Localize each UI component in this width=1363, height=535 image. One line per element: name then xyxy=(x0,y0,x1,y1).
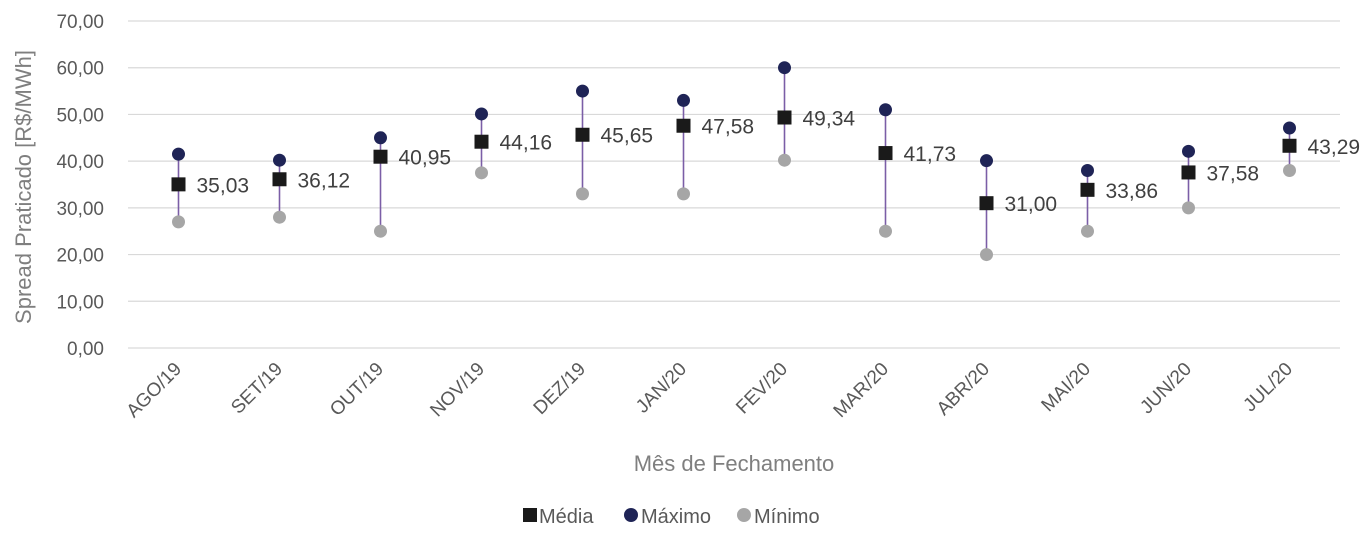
media-point xyxy=(979,196,994,211)
media-point xyxy=(373,149,388,164)
x-tick-label: MAI/20 xyxy=(1038,359,1095,416)
maximo-point xyxy=(172,147,185,161)
y-axis-title: Spread Praticado [R$/MWh] xyxy=(11,50,36,324)
media-point xyxy=(1282,138,1297,153)
minimo-point xyxy=(1283,163,1296,177)
minimo-point xyxy=(980,248,993,262)
media-point xyxy=(1080,182,1095,197)
gridlines xyxy=(128,20,1340,349)
maximo-point xyxy=(576,84,589,98)
data-label: 47,58 xyxy=(702,116,755,139)
data-label: 31,00 xyxy=(1005,193,1058,216)
y-tick-label: 30,00 xyxy=(56,199,104,220)
minimo-point xyxy=(273,210,286,224)
data-label: 37,58 xyxy=(1207,162,1260,185)
media-point xyxy=(1181,165,1196,180)
data-label: 49,34 xyxy=(803,108,856,131)
minimo-point xyxy=(778,153,791,167)
x-tick-label: NOV/19 xyxy=(426,359,489,422)
maximo-point xyxy=(1182,144,1195,158)
minimo-point xyxy=(879,224,892,238)
x-tick-label: JUL/20 xyxy=(1240,359,1297,416)
y-axis-ticks: 0,00 10,00 20,00 30,00 40,00 50,00 60,00 70,00 xyxy=(56,12,104,360)
x-tick-label: DEZ/19 xyxy=(530,359,590,419)
x-tick-label: JUN/20 xyxy=(1136,359,1196,419)
data-label: 41,73 xyxy=(904,143,957,166)
data-label: 33,86 xyxy=(1106,180,1159,203)
legend-media-label: Média xyxy=(539,506,594,528)
legend-minimo-label: Mínimo xyxy=(754,506,820,528)
legend-maximo-marker xyxy=(624,508,638,522)
minimo-point xyxy=(475,166,488,180)
maximo-point xyxy=(1081,163,1094,177)
maximo-point xyxy=(980,154,993,168)
y-tick-label: 70,00 xyxy=(56,12,104,33)
minimo-point xyxy=(172,215,185,229)
legend-media-marker xyxy=(523,508,537,522)
media-point xyxy=(171,177,186,192)
legend-minimo-marker xyxy=(737,508,751,522)
minimo-point xyxy=(576,187,589,201)
y-tick-label: 40,00 xyxy=(56,152,104,173)
media-point xyxy=(272,172,287,187)
media-point xyxy=(878,146,893,161)
data-label: 35,03 xyxy=(197,174,250,197)
maximo-point xyxy=(778,61,791,75)
x-tick-label: JAN/20 xyxy=(632,359,691,418)
maximo-point xyxy=(374,131,387,145)
minimo-point xyxy=(677,187,690,201)
x-tick-label: MAR/20 xyxy=(830,359,893,422)
minimo-point xyxy=(374,224,387,238)
data-labels: 35,03 36,12 40,95 44,16 45,65 47,58 49,34 41,73… xyxy=(197,108,1361,217)
y-tick-label: 20,00 xyxy=(56,246,104,267)
data-label: 43,29 xyxy=(1308,136,1361,159)
x-tick-label: FEV/20 xyxy=(732,359,792,419)
x-tick-label: AGO/19 xyxy=(123,359,186,422)
data-markers xyxy=(171,61,1297,262)
data-label: 40,95 xyxy=(399,147,452,170)
media-point xyxy=(575,127,590,142)
minimo-point xyxy=(1182,201,1195,215)
data-label: 44,16 xyxy=(500,132,553,155)
legend: Média Máximo Mínimo xyxy=(523,506,820,528)
maximo-point xyxy=(475,107,488,121)
x-axis-title: Mês de Fechamento xyxy=(634,451,835,476)
maximo-point xyxy=(273,153,286,167)
media-point xyxy=(676,118,691,133)
y-tick-label: 60,00 xyxy=(56,59,104,80)
data-label: 36,12 xyxy=(298,169,351,192)
y-tick-label: 50,00 xyxy=(56,105,104,126)
maximo-point xyxy=(1283,121,1296,135)
minimo-point xyxy=(1081,224,1094,238)
x-tick-label: ABR/20 xyxy=(933,359,994,420)
legend-maximo-label: Máximo xyxy=(641,506,711,528)
maximo-point xyxy=(677,93,690,107)
y-tick-label: 10,00 xyxy=(56,292,104,313)
media-point xyxy=(474,134,489,149)
x-axis-ticks: AGO/19 SET/19 OUT/19 NOV/19 DEZ/19 JAN/20 FEV/… xyxy=(123,359,1297,422)
data-label: 45,65 xyxy=(601,125,654,148)
x-tick-label: OUT/19 xyxy=(326,359,388,421)
maximo-point xyxy=(879,103,892,117)
x-tick-label: SET/19 xyxy=(227,359,287,419)
y-tick-label: 0,00 xyxy=(67,339,104,360)
media-point xyxy=(777,110,792,125)
